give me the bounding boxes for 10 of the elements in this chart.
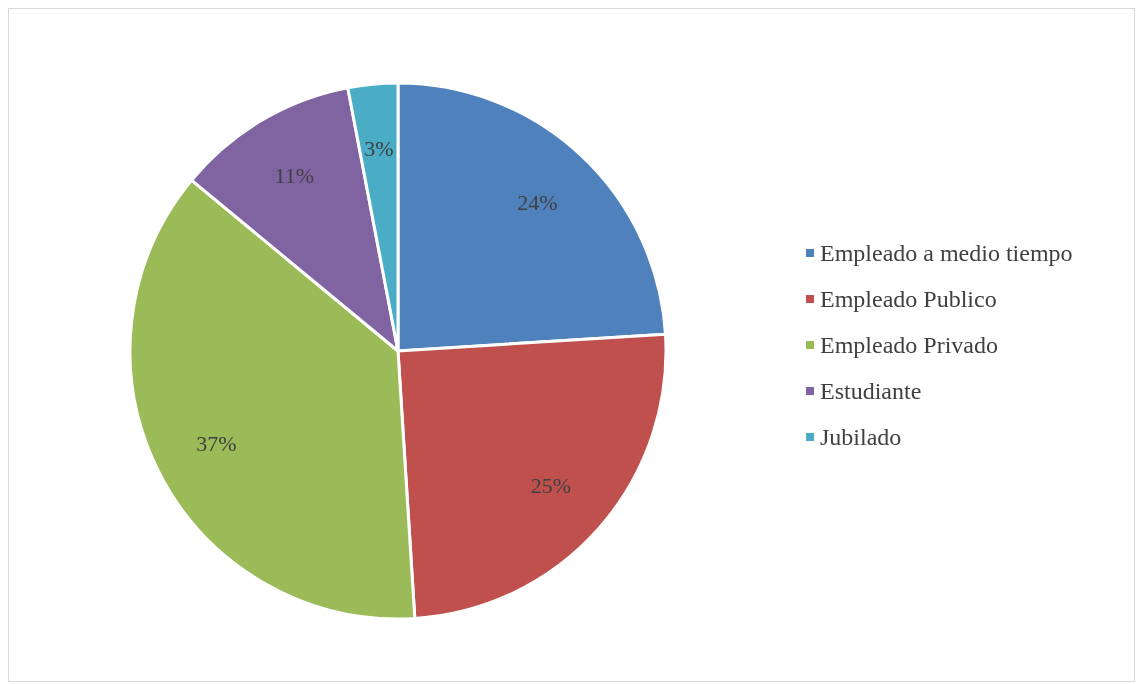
- data-label: 25%: [530, 473, 571, 499]
- data-label: 3%: [364, 135, 394, 161]
- legend-label: Jubilado: [820, 424, 902, 450]
- data-label: 24%: [517, 190, 558, 216]
- data-label: 37%: [196, 430, 237, 456]
- legend-label: Empleado Publico: [820, 286, 997, 312]
- legend-label: Empleado a medio tiempo: [820, 240, 1073, 266]
- legend-label: Empleado Privado: [820, 332, 998, 358]
- data-label: 11%: [274, 163, 315, 189]
- legend-label: Estudiante: [820, 378, 922, 404]
